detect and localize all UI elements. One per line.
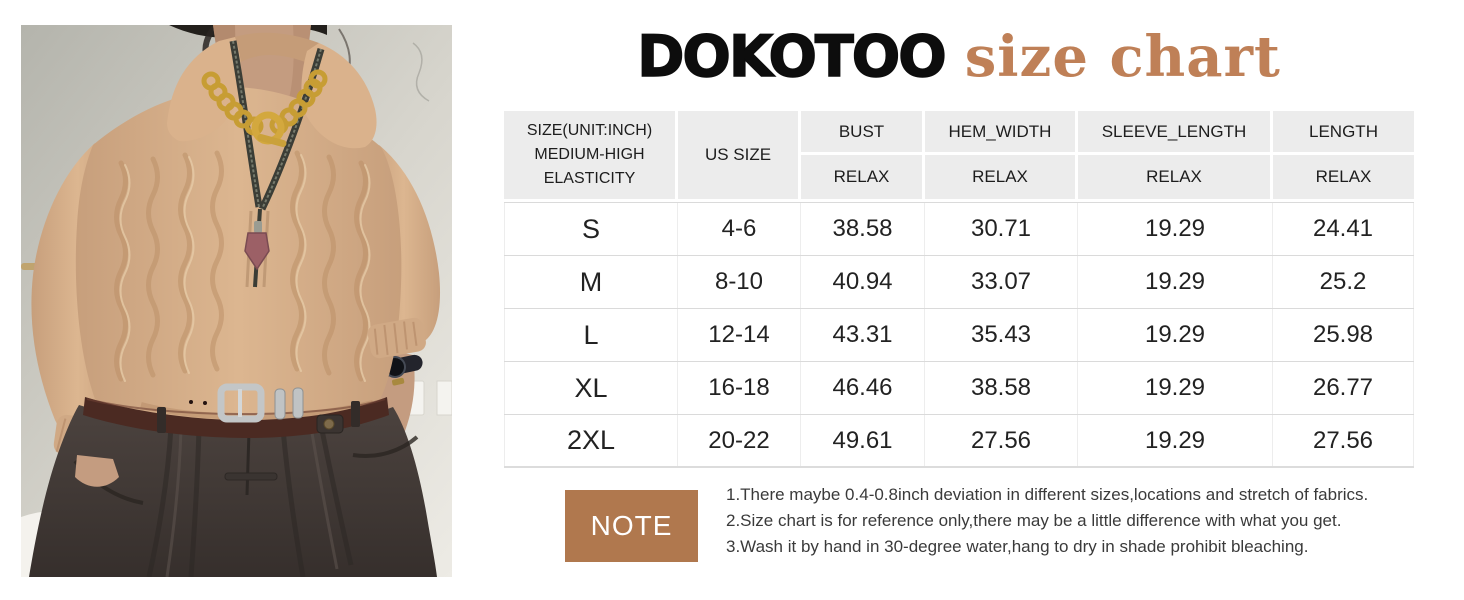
table-header: SIZE(UNIT:INCH) MEDIUM-HIGH ELASTICITY U… — [504, 111, 1414, 199]
cell-hem-width: 27.56 — [925, 415, 1078, 466]
page-title: DOKOTOO size chart — [504, 23, 1414, 91]
cell-us-size: 8-10 — [678, 256, 801, 308]
sub-header-relax: RELAX — [925, 155, 1075, 199]
cell-sleeve-length: 19.29 — [1078, 256, 1273, 308]
product-photo — [21, 25, 452, 577]
cell-hem-width: 35.43 — [925, 309, 1078, 361]
note-badge: NOTE — [565, 490, 698, 562]
cell-bust: 49.61 — [801, 415, 925, 466]
cell-length: 25.98 — [1273, 309, 1414, 361]
cell-bust: 46.46 — [801, 362, 925, 414]
cell-bust: 43.31 — [801, 309, 925, 361]
sub-header-relax: RELAX — [1273, 155, 1414, 199]
column-hem-width: HEM_WIDTH RELAX — [925, 111, 1075, 199]
table-row-m: M 8-10 40.94 33.07 19.29 25.2 — [504, 256, 1414, 309]
sub-header-relax: RELAX — [801, 155, 922, 199]
cell-bust: 40.94 — [801, 256, 925, 308]
cell-sleeve-length: 19.29 — [1078, 362, 1273, 414]
corner-header-line1: SIZE(UNIT:INCH) — [526, 122, 653, 139]
column-header-length: LENGTH — [1273, 111, 1414, 152]
column-bust: BUST RELAX — [801, 111, 922, 199]
brand-name: DOKOTOO — [636, 23, 947, 91]
table-row-2xl: 2XL 20-22 49.61 27.56 19.29 27.56 — [504, 415, 1414, 468]
cell-sleeve-length: 19.29 — [1078, 309, 1273, 361]
table-body: S 4-6 38.58 30.71 19.29 24.41 M 8-10 40.… — [504, 202, 1414, 468]
note-section: 1.There maybe 0.4-0.8inch deviation in d… — [726, 482, 1386, 560]
cell-size: S — [504, 203, 678, 255]
table-row-xl: XL 16-18 46.46 38.58 19.29 26.77 — [504, 362, 1414, 415]
cell-size: M — [504, 256, 678, 308]
title-suffix: size chart — [964, 24, 1281, 90]
cell-us-size: 16-18 — [678, 362, 801, 414]
size-table: SIZE(UNIT:INCH) MEDIUM-HIGH ELASTICITY U… — [504, 111, 1414, 468]
table-row-l: L 12-14 43.31 35.43 19.29 25.98 — [504, 309, 1414, 362]
note-line-1: 1.There maybe 0.4-0.8inch deviation in d… — [726, 485, 1369, 504]
cell-us-size: 20-22 — [678, 415, 801, 466]
column-header-sleeve-length: SLEEVE_LENGTH — [1078, 111, 1270, 152]
sub-header-relax: RELAX — [1078, 155, 1270, 199]
product-photo-illustration — [21, 25, 452, 577]
column-length: LENGTH RELAX — [1273, 111, 1414, 199]
cell-sleeve-length: 19.29 — [1078, 203, 1273, 255]
corner-header-line2: MEDIUM-HIGH ELASTICITY — [534, 146, 645, 187]
cell-length: 25.2 — [1273, 256, 1414, 308]
cell-length: 24.41 — [1273, 203, 1414, 255]
cell-sleeve-length: 19.29 — [1078, 415, 1273, 466]
cell-size: L — [504, 309, 678, 361]
cell-hem-width: 30.71 — [925, 203, 1078, 255]
us-size-header: US SIZE — [678, 111, 798, 199]
cell-size: 2XL — [504, 415, 678, 466]
note-line-2: 2.Size chart is for reference only,there… — [726, 511, 1342, 530]
cell-hem-width: 33.07 — [925, 256, 1078, 308]
cell-us-size: 4-6 — [678, 203, 801, 255]
cell-size: XL — [504, 362, 678, 414]
corner-header: SIZE(UNIT:INCH) MEDIUM-HIGH ELASTICITY — [504, 111, 675, 199]
cell-length: 26.77 — [1273, 362, 1414, 414]
cell-bust: 38.58 — [801, 203, 925, 255]
table-row-s: S 4-6 38.58 30.71 19.29 24.41 — [504, 203, 1414, 256]
column-header-hem-width: HEM_WIDTH — [925, 111, 1075, 152]
column-header-bust: BUST — [801, 111, 922, 152]
cell-hem-width: 38.58 — [925, 362, 1078, 414]
cell-us-size: 12-14 — [678, 309, 801, 361]
note-line-3: 3.Wash it by hand in 30-degree water,han… — [726, 537, 1309, 556]
cell-length: 27.56 — [1273, 415, 1414, 466]
column-sleeve-length: SLEEVE_LENGTH RELAX — [1078, 111, 1270, 199]
